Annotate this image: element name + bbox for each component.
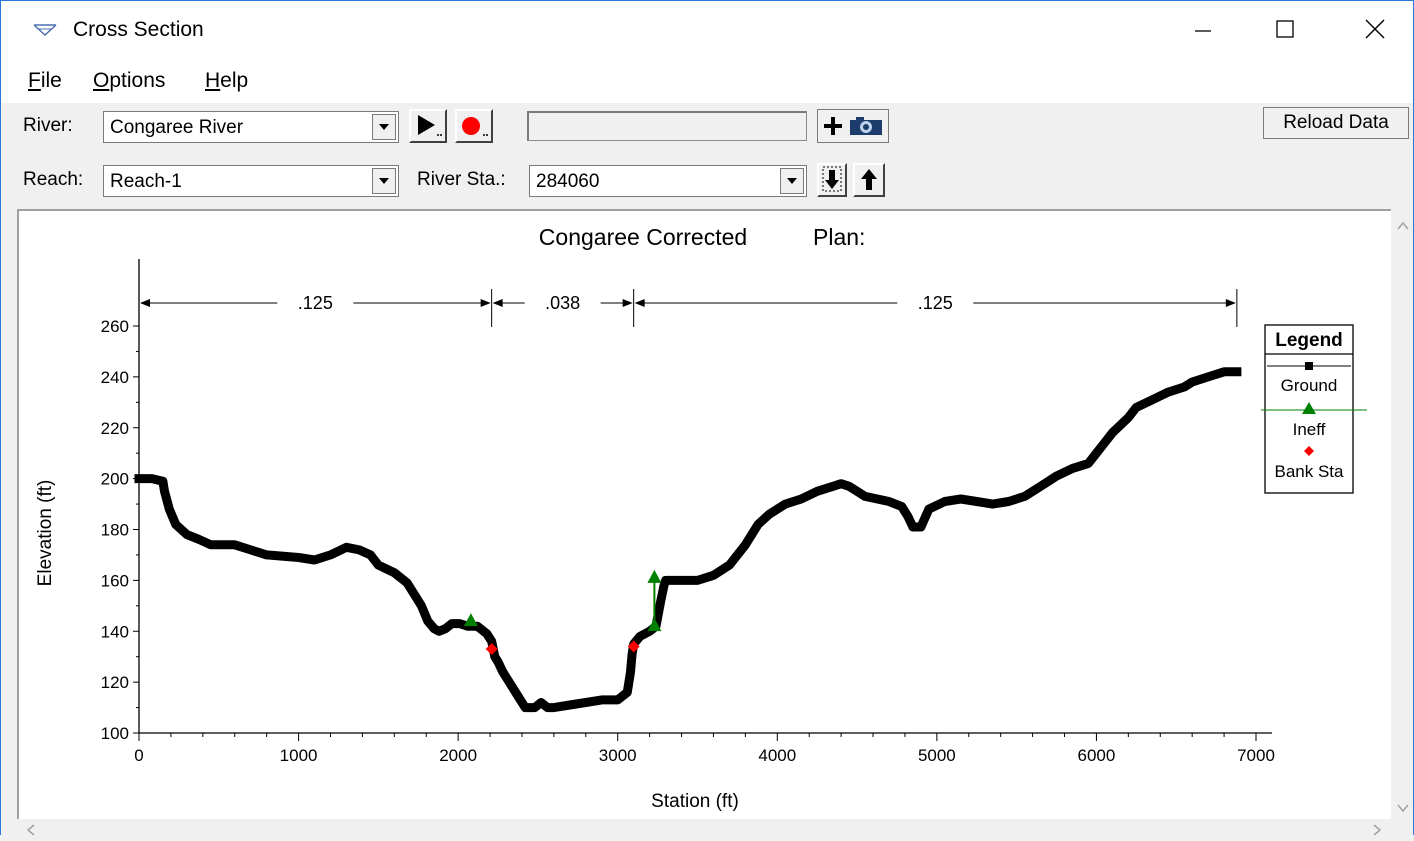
river-select[interactable]: Congaree River: [103, 111, 399, 143]
river-sta-select[interactable]: 284060: [529, 165, 807, 197]
window-title: Cross Section: [73, 18, 204, 41]
snapshot-button[interactable]: [817, 109, 889, 143]
scroll-left-icon[interactable]: [26, 823, 35, 841]
left-frame: [1, 209, 17, 837]
play-button[interactable]: [409, 109, 447, 143]
axes: 0 1000 2000 3000 4000 5000 6000 7000 100 120 140 16…: [101, 259, 1275, 765]
scroll-down-icon[interactable]: [1397, 799, 1409, 817]
close-button[interactable]: [1343, 9, 1407, 53]
scroll-right-icon[interactable]: [1373, 823, 1382, 841]
maximize-icon: [1275, 19, 1295, 44]
x-tick-label: 3000: [599, 746, 637, 765]
river-sta-label: River Sta.:: [417, 169, 506, 190]
ineff-marker: [647, 569, 662, 583]
reach-label: Reach:: [23, 169, 84, 190]
next-down-button[interactable]: [817, 163, 847, 197]
x-tick-label: 0: [134, 746, 143, 765]
minimize-button[interactable]: [1171, 9, 1235, 53]
title-bar: Cross Section: [1, 1, 1413, 59]
record-button[interactable]: [455, 109, 493, 143]
legend-ground-marker: [1305, 362, 1313, 370]
reach-value: Reach-1: [110, 171, 182, 192]
x-tick-label: 4000: [758, 746, 796, 765]
y-axis-label: Elevation (ft): [35, 480, 56, 587]
up-arrow-icon: [855, 169, 883, 199]
reload-data-button[interactable]: Reload Data: [1263, 107, 1409, 139]
play-icon: [411, 115, 445, 145]
y-tick-label: 260: [101, 317, 129, 336]
arrow-right-icon: [480, 299, 491, 307]
mannings-value: .125: [918, 293, 953, 313]
x-tick-label: 1000: [280, 746, 318, 765]
legend-ineff-label: Ineff: [1293, 420, 1326, 439]
arrow-left-icon: [634, 299, 645, 307]
record-icon: [457, 117, 491, 145]
status-field: [527, 111, 807, 141]
close-icon: [1364, 18, 1386, 45]
ineff-marker: [647, 618, 662, 632]
chevron-down-icon[interactable]: [780, 168, 804, 194]
plan-label: Plan:: [813, 224, 865, 250]
menu-file[interactable]: File: [28, 69, 62, 92]
next-up-button[interactable]: [853, 163, 885, 197]
y-tick-label: 120: [101, 673, 129, 692]
y-tick-label: 160: [101, 571, 129, 590]
arrow-right-icon: [622, 299, 633, 307]
river-value: Congaree River: [110, 117, 244, 138]
scroll-up-icon[interactable]: [1397, 217, 1409, 235]
cross-section-chart: 0 1000 2000 3000 4000 5000 6000 7000 100 120 140 16…: [35, 224, 1367, 812]
down-arrow-icon: [819, 166, 845, 199]
y-tick-label: 220: [101, 419, 129, 438]
mannings-annotations: .125 .038 .125: [138, 289, 1238, 327]
y-tick-label: 100: [101, 724, 129, 743]
mannings-value: .125: [298, 293, 333, 313]
chevron-down-icon[interactable]: [372, 114, 396, 140]
legend-bank-label: Bank Sta: [1275, 462, 1345, 481]
horizontal-scrollbar[interactable]: [17, 819, 1393, 837]
add-icon: [822, 115, 844, 142]
toolbar: River: Congaree River: [1, 103, 1413, 207]
reach-select[interactable]: Reach-1: [103, 165, 399, 197]
legend-bank-marker: [1304, 446, 1314, 456]
river-sta-value: 284060: [536, 171, 600, 192]
ineff-marker: [463, 613, 478, 627]
chevron-down-icon[interactable]: [372, 168, 396, 194]
y-tick-label: 140: [101, 622, 129, 641]
bank-station-marker: [627, 640, 640, 653]
river-label: River:: [23, 115, 73, 136]
legend-title: Legend: [1275, 330, 1343, 351]
bank-station-marker: [485, 643, 498, 656]
y-tick-label: 180: [101, 521, 129, 540]
arrow-right-icon: [1225, 299, 1236, 307]
menu-bar: File Options Help: [1, 59, 1413, 103]
y-tick-label: 240: [101, 368, 129, 387]
mannings-value: .038: [545, 293, 580, 313]
legend-ground-label: Ground: [1281, 376, 1338, 395]
chart-title: Congaree Corrected: [539, 224, 747, 250]
ground-line: [134, 367, 1242, 713]
minimize-icon: [1193, 19, 1213, 44]
legend: Legend Ground Ineff Bank Sta: [1261, 324, 1367, 494]
water-surface-icon: [33, 23, 57, 42]
x-tick-label: 2000: [439, 746, 477, 765]
arrow-left-icon: [140, 299, 150, 307]
maximize-button[interactable]: [1253, 9, 1317, 53]
x-tick-label: 6000: [1078, 746, 1116, 765]
legend-ineff-marker: [1302, 402, 1316, 414]
camera-icon: [848, 115, 884, 142]
x-axis-label: Station (ft): [651, 791, 739, 812]
series-layer: [134, 367, 1242, 713]
x-tick-label: 5000: [918, 746, 956, 765]
plot-area: 0 1000 2000 3000 4000 5000 6000 7000 100 120 140 16…: [17, 209, 1391, 819]
arrow-left-icon: [492, 299, 503, 307]
menu-help[interactable]: Help: [205, 69, 249, 92]
menu-options[interactable]: Options: [93, 69, 166, 92]
vertical-scrollbar[interactable]: [1393, 209, 1413, 819]
x-tick-label: 7000: [1237, 746, 1275, 765]
y-tick-label: 200: [101, 470, 129, 489]
